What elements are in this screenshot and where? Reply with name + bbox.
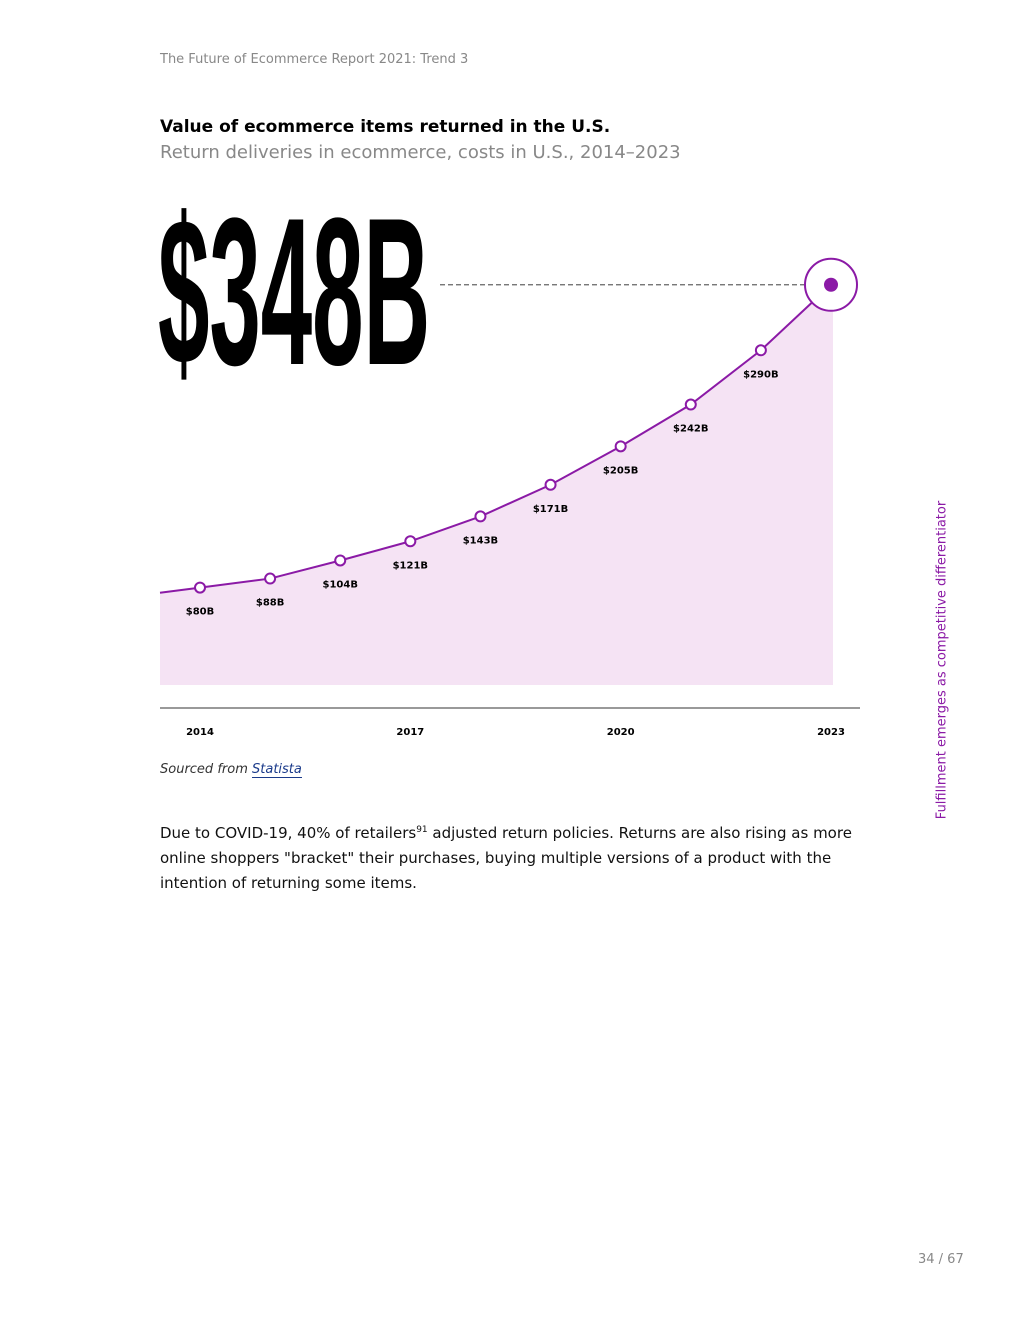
point [194,581,206,594]
point [474,510,487,523]
point [334,554,347,567]
point [544,478,557,491]
source: Sourced from Statista [160,762,302,778]
headline-value: $348B [158,175,430,409]
point [404,535,417,548]
source-prefix: Sourced from [160,762,248,777]
header: The Future of Ecommerce Report 2021: Tre… [160,52,469,67]
value-label: $80B [186,607,215,618]
point [264,572,277,585]
value-label: $242B [673,424,708,435]
value-label: $290B [743,369,778,380]
x-tick-label: 2014 [186,727,214,738]
chart: $80B 2014 $88B $104B $121B 2017 $143B $171B $205… [158,175,860,738]
chart-title: Value of ecommerce items returned in the… [160,117,611,137]
sidebar: Fulfillment emerges as competitive diffe… [934,500,950,820]
value-label: $88B [256,598,285,609]
x-tick-label: 2020 [607,727,635,738]
point [684,398,697,411]
footnote: 91 [416,825,428,835]
value-label: $143B [463,535,498,546]
body-after: adjusted return policies. Returns are al… [160,824,852,892]
point [754,344,767,357]
body-before: Due to COVID-19, 40% of retailers [160,824,417,842]
point [824,277,838,292]
value-label: $121B [393,560,428,571]
value-label: $205B [603,465,638,476]
chart-subtitle: Return deliveries in ecommerce, costs in… [160,142,681,163]
page-number: 34 / 67 [918,1252,964,1267]
body-text: Due to COVID-19, 40% of retailers91 adju… [160,818,860,896]
value-label: $171B [533,504,568,515]
value-label: $104B [322,579,357,590]
line [199,284,832,589]
x-tick-label: 2017 [396,727,424,738]
point [614,440,627,453]
x-tick-label: 2023 [817,727,845,738]
source-link[interactable]: Statista [252,762,302,778]
lead-in [159,586,201,594]
area [160,284,833,685]
